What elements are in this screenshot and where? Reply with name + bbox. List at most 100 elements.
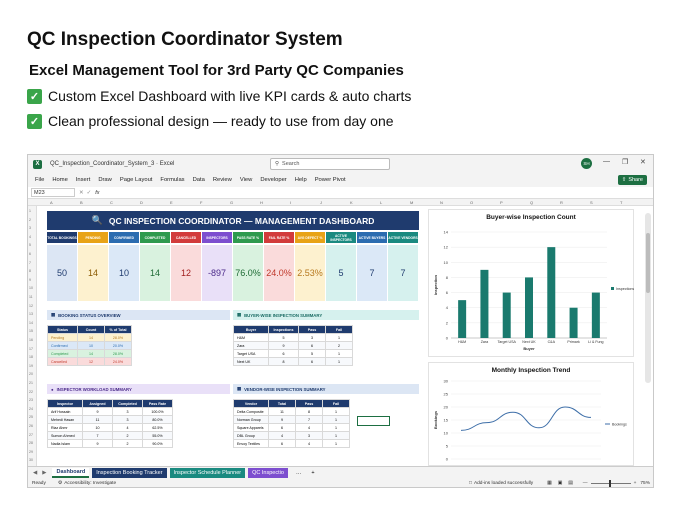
search-box[interactable]: ⚲ Search [270, 158, 390, 170]
row-header[interactable]: 2 [29, 217, 31, 222]
row-header[interactable]: 19 [29, 363, 33, 368]
row-header[interactable]: 5 [29, 243, 31, 248]
table-cell[interactable]: 5 [298, 349, 326, 358]
more-sheets-icon[interactable]: … [295, 469, 302, 476]
table-cell[interactable]: 3 [112, 407, 143, 416]
sheet-tab[interactable]: Inspector Schedule Planner [169, 467, 246, 478]
table-cell[interactable]: 55.0% [142, 431, 173, 440]
table-cell[interactable]: Nadia Islam [47, 439, 83, 448]
row-header[interactable]: 21 [29, 381, 33, 385]
table-cell[interactable]: 6 [268, 349, 299, 358]
menu-insert[interactable]: Insert [75, 177, 91, 183]
table-cell[interactable]: Pending [47, 333, 78, 342]
normal-view-icon[interactable]: ▦ [547, 481, 552, 486]
table-cell[interactable]: 28.0% [104, 333, 132, 342]
row-header[interactable]: 27 [29, 432, 33, 437]
table-cell[interactable]: Completed [47, 349, 78, 358]
row-header[interactable]: 30 [29, 458, 33, 463]
cancel-icon[interactable]: ✕ [79, 189, 84, 196]
column-header[interactable]: L [380, 200, 383, 205]
row-header[interactable]: 25 [29, 415, 33, 420]
table-cell[interactable]: Delta Composite [233, 407, 269, 416]
table-cell[interactable]: 7 [82, 431, 113, 440]
menu-developer[interactable]: Developer [260, 177, 287, 183]
table-cell[interactable]: 11 [268, 407, 296, 416]
close-icon[interactable]: ✕ [640, 159, 646, 166]
table-cell[interactable]: 9 [82, 407, 113, 416]
table-cell[interactable]: 2 [325, 341, 353, 350]
table-cell[interactable]: 8 [268, 357, 299, 366]
column-header[interactable]: H [260, 200, 263, 205]
column-header[interactable]: R [560, 200, 563, 205]
table-cell[interactable]: 1 [325, 333, 353, 342]
menu-power-pivot[interactable]: Power Pivot [314, 177, 346, 183]
row-header[interactable]: 9 [29, 277, 31, 282]
column-header[interactable]: J [320, 200, 322, 205]
table-cell[interactable]: 6 [268, 423, 296, 432]
table-cell[interactable]: Mehedi Hasan [47, 415, 83, 424]
column-header[interactable]: F [200, 200, 203, 205]
table-cell[interactable]: 24.0% [104, 357, 132, 366]
table-cell[interactable]: 10 [77, 341, 105, 350]
column-header[interactable]: P [500, 200, 503, 205]
menu-formulas[interactable]: Formulas [160, 177, 185, 183]
restore-icon[interactable]: ❐ [622, 159, 629, 166]
table-cell[interactable]: 1 [325, 349, 353, 358]
table-cell[interactable]: 9 [82, 439, 113, 448]
sheet-tab[interactable]: Dashboard [52, 467, 90, 478]
column-header[interactable]: C [110, 200, 113, 205]
table-cell[interactable]: 28.0% [104, 349, 132, 358]
table-cell[interactable]: 20.0% [104, 341, 132, 350]
menu-review[interactable]: Review [212, 177, 232, 183]
row-header[interactable]: 24 [29, 406, 33, 411]
table-cell[interactable]: 3 [112, 415, 143, 424]
menu-help[interactable]: Help [294, 177, 307, 183]
column-header[interactable]: T [620, 200, 623, 205]
row-header[interactable]: 17 [29, 346, 33, 351]
column-header[interactable]: I [290, 200, 292, 205]
zoom-in-icon[interactable]: + [633, 481, 637, 486]
accessibility-status[interactable]: Accessibility: Investigate [64, 481, 117, 486]
next-sheet-icon[interactable]: ▶ [42, 469, 47, 476]
column-header[interactable]: D [140, 200, 143, 205]
row-header[interactable]: 18 [29, 355, 33, 360]
table-cell[interactable]: 1 [322, 423, 350, 432]
row-header[interactable]: 22 [29, 389, 33, 394]
table-cell[interactable]: 1 [322, 415, 350, 424]
row-header[interactable]: 10 [29, 286, 33, 291]
share-button[interactable]: ⇧ Share [617, 175, 647, 185]
column-header[interactable]: Q [530, 200, 534, 205]
table-cell[interactable]: 14 [77, 333, 105, 342]
enter-icon[interactable]: ✓ [86, 189, 92, 196]
row-header[interactable]: 20 [29, 372, 33, 377]
column-header[interactable]: M [410, 200, 414, 205]
table-cell[interactable]: Square Apparels [233, 423, 269, 432]
table-cell[interactable]: 4 [295, 423, 323, 432]
column-header[interactable]: K [350, 200, 353, 205]
sheet-tab[interactable]: QC Inspectio [248, 467, 288, 478]
table-cell[interactable]: Confirmed [47, 341, 78, 350]
table-cell[interactable]: Sumon Ahmed [47, 431, 83, 440]
table-cell[interactable]: Envoy Textiles [233, 439, 269, 448]
table-cell[interactable]: 62.5% [142, 423, 173, 432]
table-cell[interactable]: 6 [268, 439, 296, 448]
table-cell[interactable]: 1 [322, 439, 350, 448]
table-cell[interactable]: 6 [298, 341, 326, 350]
table-cell[interactable]: Zara [233, 341, 269, 350]
avatar[interactable]: SH [581, 158, 592, 169]
row-header[interactable]: 13 [29, 312, 33, 317]
table-cell[interactable]: 2 [112, 439, 143, 448]
row-header[interactable]: 29 [29, 449, 33, 454]
prev-sheet-icon[interactable]: ◀ [33, 469, 38, 476]
sheet-tab[interactable]: Inspection Booking Tracker [92, 467, 167, 478]
row-header[interactable]: 11 [29, 295, 33, 299]
table-cell[interactable]: 1 [322, 407, 350, 416]
table-cell[interactable]: 9 [268, 341, 299, 350]
column-header[interactable]: A [50, 200, 53, 205]
table-cell[interactable]: 12 [77, 357, 105, 366]
table-cell[interactable]: 10 [82, 423, 113, 432]
menu-home[interactable]: Home [52, 177, 68, 183]
add-sheet-icon[interactable]: + [311, 469, 315, 476]
zoom-slider-thumb[interactable] [608, 480, 611, 487]
row-header[interactable]: 14 [29, 320, 33, 325]
